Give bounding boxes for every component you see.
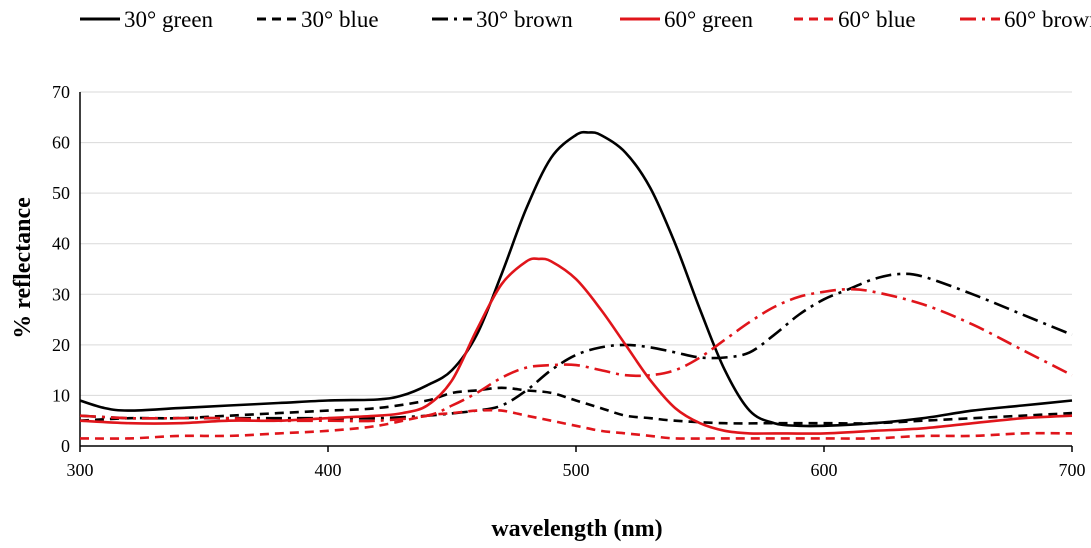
- y-tick-label: 0: [61, 436, 70, 456]
- series-line-1: [79, 130, 1073, 428]
- legend-label-2: 30° blue: [301, 7, 379, 32]
- y-tick-label: 70: [52, 82, 70, 102]
- series-line-2: [79, 386, 1073, 425]
- x-tick-label: 600: [811, 460, 838, 480]
- y-tick-label: 40: [52, 234, 70, 254]
- x-tick-label: 400: [315, 460, 342, 480]
- legend-label-5: 60° blue: [838, 7, 916, 32]
- series-lines: [79, 130, 1073, 440]
- gridlines: [80, 91, 1072, 396]
- legend-label-6: 60° brown: [1004, 7, 1091, 32]
- x-tick-label: 300: [67, 460, 94, 480]
- tick-labels: 0 10 20 30 40 50 60 70 300 400 500 600 700: [52, 82, 1086, 480]
- y-tick-label: 50: [52, 183, 70, 203]
- series-line-5: [79, 408, 1073, 440]
- axes: [79, 92, 1073, 452]
- y-axis-title: % reflectance: [10, 197, 36, 339]
- legend-label-1: 30° green: [124, 7, 214, 32]
- x-tick-label: 700: [1059, 460, 1086, 480]
- y-tick-label: 60: [52, 133, 70, 153]
- y-tick-label: 30: [52, 284, 70, 304]
- series-line-4: [79, 257, 1073, 435]
- legend-label-4: 60° green: [664, 7, 754, 32]
- y-tick-label: 10: [52, 385, 70, 405]
- x-tick-label: 500: [563, 460, 590, 480]
- legend-label-3: 30° brown: [476, 7, 573, 32]
- series-line-3: [79, 272, 1073, 420]
- legend: 30° green 30° blue 30° brown 60° green 60° b…: [80, 7, 1091, 32]
- y-tick-label: 20: [52, 335, 70, 355]
- x-axis-title: wavelength (nm): [491, 516, 662, 542]
